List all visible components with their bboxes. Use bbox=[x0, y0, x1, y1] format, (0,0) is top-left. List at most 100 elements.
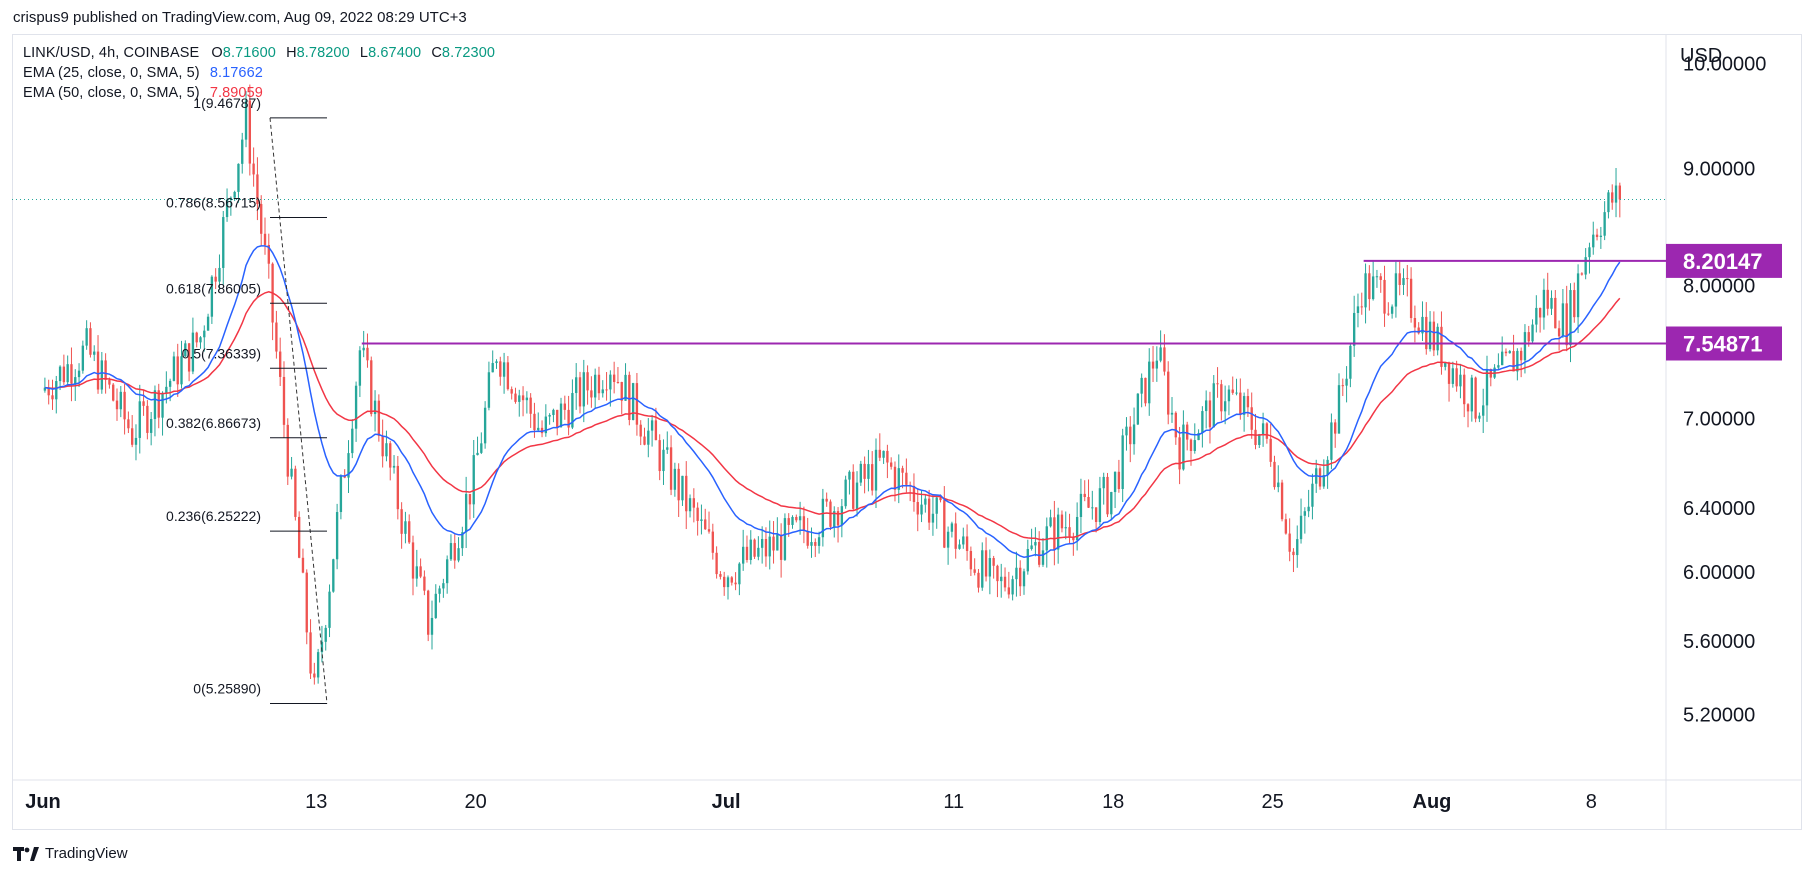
footer[interactable]: TradingView bbox=[13, 845, 128, 862]
low-label: L bbox=[359, 45, 369, 61]
candle-body bbox=[1015, 567, 1018, 580]
candle-body bbox=[408, 521, 411, 543]
candle-body bbox=[669, 447, 673, 490]
candle-body bbox=[1436, 326, 1439, 351]
candle-body bbox=[954, 523, 957, 549]
candle-body bbox=[74, 377, 77, 384]
candle-body bbox=[149, 419, 153, 433]
fib-trend-line bbox=[269, 117, 328, 704]
candle-body bbox=[1125, 426, 1128, 436]
candle-body bbox=[969, 550, 973, 570]
candle-body bbox=[1011, 579, 1014, 595]
candle-body bbox=[1129, 426, 1132, 445]
candle-body bbox=[1375, 276, 1379, 278]
candle-body bbox=[385, 443, 388, 457]
level-price-label: 7.54871 bbox=[1683, 332, 1763, 357]
candle-body bbox=[1265, 423, 1269, 439]
candle-body bbox=[521, 395, 525, 401]
candle-body bbox=[1569, 290, 1572, 346]
candle-body bbox=[1595, 234, 1599, 237]
candle-body bbox=[723, 576, 726, 588]
candle-body bbox=[328, 591, 331, 628]
candle-body bbox=[55, 381, 58, 400]
candle-body bbox=[134, 437, 138, 445]
candle-body bbox=[461, 532, 464, 549]
candle-body bbox=[996, 565, 999, 582]
candle-body bbox=[711, 531, 714, 553]
level-price-tag bbox=[1666, 243, 1782, 278]
y-tick-label: 7.00000 bbox=[1683, 409, 1755, 431]
candle-body bbox=[863, 463, 866, 479]
candle-body bbox=[480, 443, 483, 453]
candle-body bbox=[1463, 374, 1466, 405]
candle-body bbox=[624, 374, 627, 401]
candle-body bbox=[556, 409, 559, 428]
candle-body bbox=[1387, 313, 1390, 315]
candle-body bbox=[597, 374, 601, 394]
symbol-legend: LINK/USD, 4h, COINBASE O8.71600 H8.78200… bbox=[23, 45, 495, 61]
candle-body bbox=[392, 465, 396, 468]
candle-body bbox=[320, 641, 324, 653]
candle-body bbox=[1368, 273, 1371, 300]
candle-body bbox=[1349, 345, 1352, 379]
candle-body bbox=[195, 332, 198, 343]
candle-body bbox=[1170, 412, 1174, 415]
candle-body bbox=[1542, 289, 1546, 318]
candle-body bbox=[924, 498, 927, 505]
candle-body bbox=[1576, 273, 1580, 318]
fib-level-label: 0.786(8.56715) bbox=[166, 194, 261, 210]
candle-body bbox=[525, 397, 529, 401]
candle-body bbox=[958, 544, 961, 549]
candle-body bbox=[893, 466, 897, 490]
candle-body bbox=[499, 361, 502, 377]
candle-body bbox=[537, 427, 540, 431]
candle-body bbox=[1538, 307, 1542, 318]
candle-body bbox=[677, 468, 680, 501]
candle-body bbox=[457, 548, 460, 561]
candle-body bbox=[1136, 393, 1140, 425]
candle-body bbox=[730, 577, 733, 583]
candle-body bbox=[696, 507, 699, 521]
candle-body bbox=[779, 534, 783, 560]
ema25-legend[interactable]: EMA (25, close, 0, SMA, 5) 8.17662 bbox=[23, 65, 263, 81]
candle-body bbox=[244, 100, 248, 140]
candle-body bbox=[901, 468, 904, 473]
candle-body bbox=[362, 347, 365, 351]
candle-body bbox=[206, 316, 210, 331]
candle-body bbox=[112, 384, 115, 401]
candle-body bbox=[100, 360, 103, 390]
candle-body bbox=[502, 362, 506, 377]
candle-body bbox=[1246, 396, 1250, 408]
candle-body bbox=[616, 381, 620, 383]
candle-body bbox=[529, 397, 532, 414]
x-tick-label: 13 bbox=[305, 791, 327, 813]
candle-body bbox=[662, 449, 665, 472]
ema50-legend[interactable]: EMA (50, close, 0, SMA, 5) 7.89059 bbox=[23, 85, 263, 101]
candle-body bbox=[89, 328, 92, 355]
candle-body bbox=[252, 163, 255, 175]
candle-body bbox=[354, 385, 358, 429]
candle-body bbox=[1535, 307, 1538, 325]
candle-body bbox=[1072, 537, 1075, 541]
candle-body bbox=[66, 364, 69, 383]
candle-body bbox=[890, 462, 893, 467]
candle-body bbox=[1284, 519, 1288, 534]
candle-body bbox=[70, 364, 73, 384]
candle-body bbox=[575, 377, 578, 394]
candle-body bbox=[1394, 273, 1398, 307]
candle-body bbox=[1607, 192, 1610, 213]
candle-body bbox=[1094, 507, 1098, 523]
candle-body bbox=[1603, 212, 1606, 236]
candle-body bbox=[1204, 400, 1208, 412]
open-value: 8.71600 bbox=[222, 45, 276, 61]
candle-body bbox=[1220, 384, 1223, 412]
candle-body bbox=[586, 372, 589, 391]
candle-body bbox=[203, 330, 206, 338]
candle-body bbox=[810, 542, 813, 546]
candle-body bbox=[1083, 493, 1086, 498]
candle-body bbox=[1546, 289, 1549, 309]
candle-body bbox=[844, 479, 847, 507]
candle-body bbox=[233, 191, 236, 198]
candle-body bbox=[1573, 290, 1576, 318]
